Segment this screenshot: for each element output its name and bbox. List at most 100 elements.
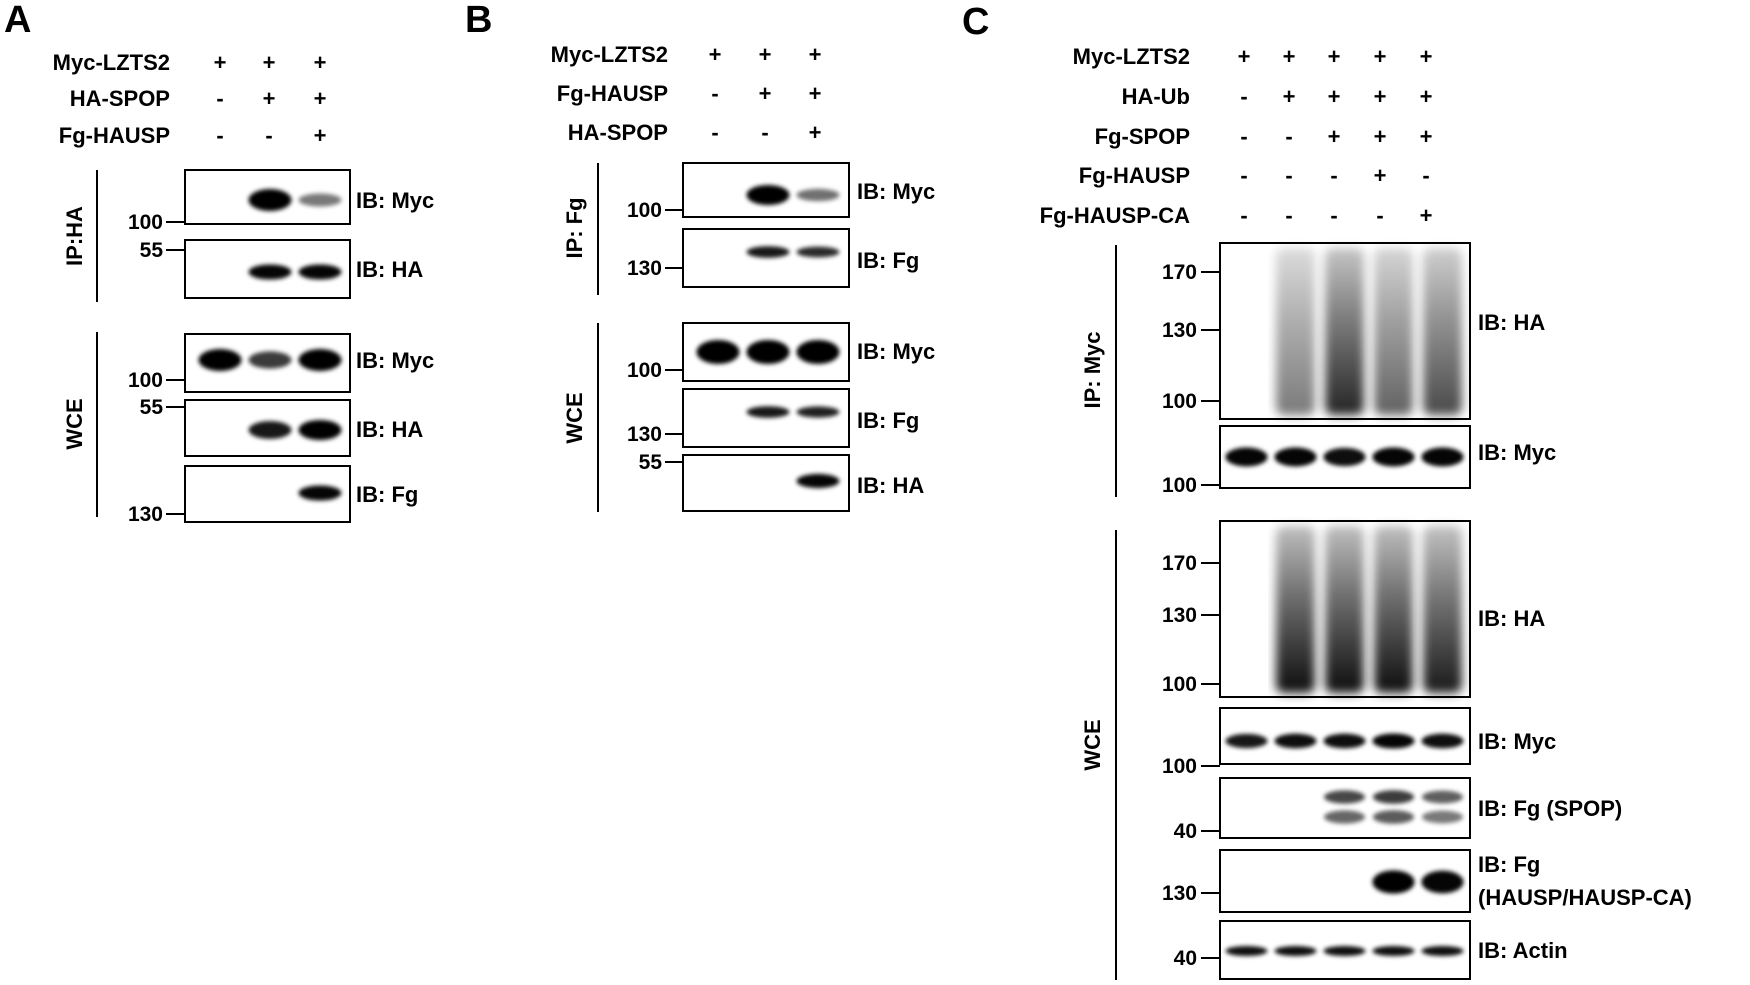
band	[746, 406, 790, 418]
ib-label: IB: Fg	[857, 408, 919, 433]
lane-sign: -	[761, 120, 768, 145]
blot-bands	[696, 340, 840, 364]
lane-sign: -	[1376, 203, 1383, 228]
marker-label: 100	[1162, 755, 1197, 778]
group-label-wce: WCE	[562, 392, 587, 443]
panel-c-condition-label: Fg-HAUSP-CA	[1040, 203, 1190, 228]
lane-sign: +	[314, 123, 327, 148]
lane-sign: +	[263, 86, 276, 111]
ib-label: IB: Myc	[857, 339, 935, 364]
band	[796, 340, 840, 364]
marker-label: 100	[627, 199, 662, 222]
blot-bands	[198, 349, 342, 371]
lane-sign: +	[809, 81, 822, 106]
group-label-ip: IP: Myc	[1080, 331, 1105, 408]
blot-smear	[1275, 526, 1463, 693]
blot-smear	[1275, 248, 1463, 415]
panel-c: C Myc-LZTS2 HA-Ub Fg-SPOP Fg-HAUSP Fg-HA…	[962, 1, 1692, 980]
lane-sign: +	[759, 42, 772, 67]
band	[1421, 870, 1464, 894]
ib-label: IB: HA	[1478, 310, 1545, 335]
lane-sign: -	[1285, 163, 1292, 188]
band	[796, 406, 840, 418]
marker-label: 130	[128, 503, 163, 526]
band	[248, 351, 292, 369]
ib-label: IB: Myc	[1478, 440, 1556, 465]
band	[1372, 945, 1415, 957]
band	[298, 193, 342, 207]
ib-label: IB: Myc	[857, 179, 935, 204]
lane-sign: +	[263, 50, 276, 75]
ib-label: IB: HA	[1478, 606, 1545, 631]
lane-sign: -	[1330, 163, 1337, 188]
blot-membrane	[1219, 777, 1471, 839]
smear-lane	[1373, 526, 1414, 693]
band	[1421, 945, 1464, 957]
blot-bands	[1372, 870, 1464, 894]
band	[696, 340, 740, 364]
band	[1323, 810, 1366, 824]
blot: 40 IB: Actin	[1174, 920, 1568, 980]
marker-label: 170	[1162, 261, 1197, 284]
lane-sign: +	[1374, 44, 1387, 69]
panel-c-condition-label: Myc-LZTS2	[1073, 44, 1190, 69]
band	[1225, 733, 1268, 749]
blot: 130 IB: Fg	[627, 388, 919, 448]
blot-bands	[1225, 733, 1464, 749]
blot-bands	[1225, 945, 1464, 957]
blot-bands	[1225, 447, 1464, 467]
blot: 170 130 100 IB: HA	[1162, 520, 1545, 698]
band	[1323, 447, 1366, 467]
band	[796, 188, 840, 202]
lane-sign: +	[709, 42, 722, 67]
ib-label: IB: Fg (SPOP)	[1478, 796, 1622, 821]
blot: 100 IB: Myc	[1162, 707, 1556, 778]
band	[1225, 945, 1268, 957]
marker-label: 100	[627, 359, 662, 382]
ib-label: IB: Fg	[356, 482, 418, 507]
band	[1421, 790, 1464, 804]
band	[1323, 790, 1366, 804]
panel-a: A Myc-LZTS2 HA-SPOP Fg-HAUSP + + + - + +…	[4, 0, 434, 526]
band	[298, 349, 342, 371]
blot-membrane	[1219, 849, 1471, 913]
blot: 130 IB: Fg (HAUSP/HAUSP-CA)	[1162, 849, 1692, 913]
blot-bands	[248, 189, 342, 211]
panel-c-condition-label: HA-Ub	[1122, 84, 1190, 109]
lane-sign: +	[314, 86, 327, 111]
blot: 100 IB: Myc	[627, 162, 935, 222]
marker-label: 130	[627, 257, 662, 280]
blot: 55 IB: HA	[639, 451, 924, 512]
panel-a-letter: A	[4, 0, 31, 41]
marker-label: 55	[639, 451, 663, 474]
lane-sign: -	[265, 123, 272, 148]
panel-b-condition-label: Fg-HAUSP	[557, 81, 668, 106]
panel-b-condition-label: HA-SPOP	[568, 120, 668, 145]
marker-label: 100	[1162, 390, 1197, 413]
marker-label: 100	[128, 211, 163, 234]
band	[1372, 810, 1415, 824]
panel-c-condition-label: Fg-HAUSP	[1079, 163, 1190, 188]
group-label-wce: WCE	[1080, 719, 1105, 770]
marker-label: 40	[1174, 820, 1197, 843]
lane-sign: +	[759, 81, 772, 106]
blot: 170 130 100 IB: HA	[1162, 242, 1545, 420]
lane-sign: +	[1374, 163, 1387, 188]
band	[746, 246, 790, 258]
smear-lane	[1422, 526, 1463, 693]
group-label-ip: IP:HA	[62, 206, 87, 266]
band	[1372, 870, 1415, 894]
lane-sign: +	[1328, 124, 1341, 149]
marker-label: 170	[1162, 552, 1197, 575]
band	[1372, 733, 1415, 749]
marker-label: 130	[1162, 604, 1197, 627]
group-label-wce: WCE	[62, 398, 87, 449]
ib-label: IB: HA	[356, 417, 423, 442]
lane-sign: +	[1283, 44, 1296, 69]
band	[248, 189, 292, 211]
ib-label: IB: Myc	[1478, 729, 1556, 754]
ib-label: IB: HA	[857, 473, 924, 498]
marker-label: 100	[1162, 474, 1197, 497]
lane-sign: +	[1420, 44, 1433, 69]
band	[1274, 945, 1317, 957]
